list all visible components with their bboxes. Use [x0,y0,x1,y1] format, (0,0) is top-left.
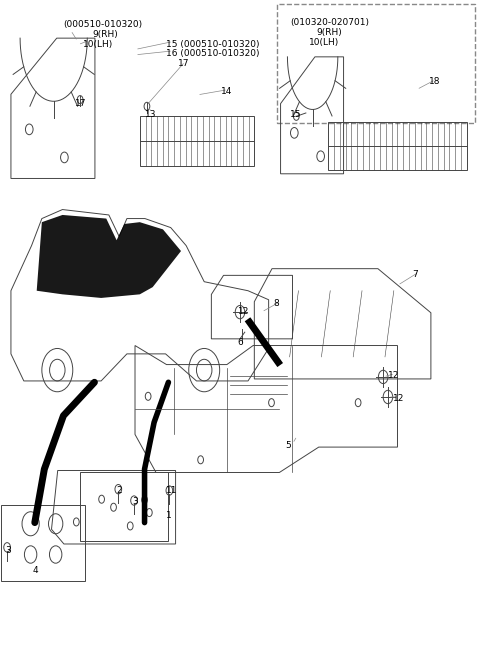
Text: 3: 3 [5,546,11,555]
Text: 5: 5 [285,442,291,450]
Text: 15: 15 [290,111,301,119]
Text: 4: 4 [33,566,38,575]
Text: 12: 12 [388,371,399,380]
Text: 8: 8 [274,299,279,308]
Polygon shape [36,215,181,298]
Text: 15 (000510-010320): 15 (000510-010320) [166,40,260,49]
Bar [1,505,85,581]
Text: 3: 3 [132,497,138,506]
Text: 1: 1 [166,511,172,521]
Text: 12: 12 [393,395,404,403]
Text: 2: 2 [116,486,121,495]
Text: 12: 12 [238,307,249,316]
Text: 17: 17 [75,99,87,108]
Bar [277,4,475,123]
Text: 14: 14 [221,87,232,96]
Text: 11: 11 [166,486,178,495]
Text: 18: 18 [429,77,440,86]
Text: 16 (000510-010320): 16 (000510-010320) [166,49,260,58]
Text: 7: 7 [412,270,418,278]
Text: 17: 17 [178,59,190,68]
Text: (000510-010320): (000510-010320) [63,20,143,30]
Text: 9(RH): 9(RH) [92,30,118,40]
Text: 13: 13 [144,111,156,119]
Text: (010320-020701): (010320-020701) [290,18,369,28]
Text: 10(LH): 10(LH) [83,40,113,49]
Text: 6: 6 [238,338,243,347]
Text: 10(LH): 10(LH) [309,38,339,47]
Bar [328,121,467,170]
Text: 9(RH): 9(RH) [316,28,342,38]
Bar [140,116,254,166]
